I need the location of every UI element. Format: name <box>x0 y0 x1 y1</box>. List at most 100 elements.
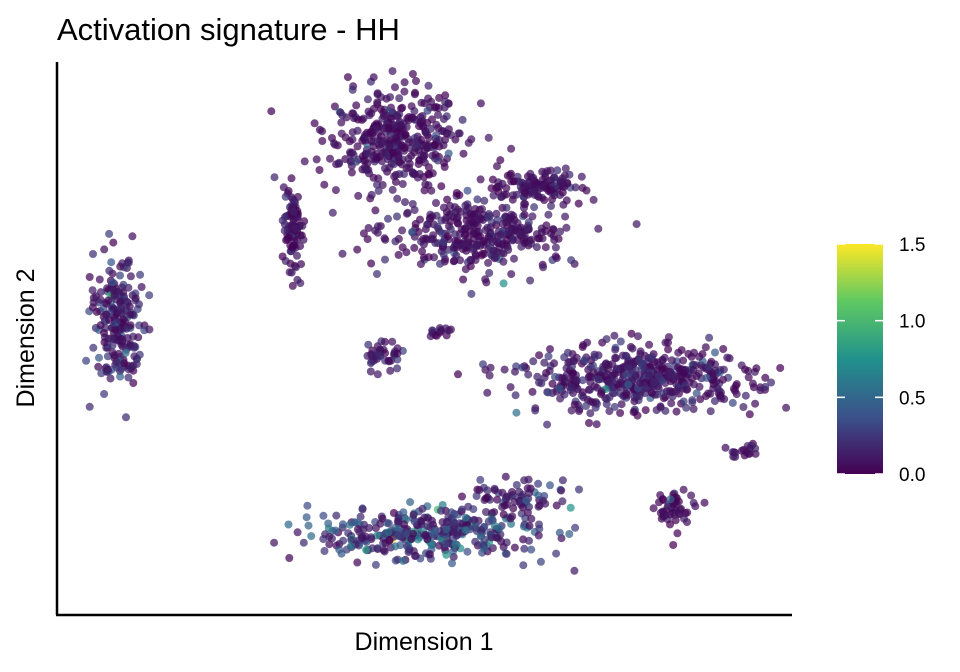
scatter-point <box>125 302 134 311</box>
scatter-point <box>395 94 404 103</box>
scatter-point <box>479 360 487 369</box>
scatter-point <box>719 365 728 374</box>
scatter-point <box>605 378 614 387</box>
scatter-point <box>578 376 587 385</box>
scatter-point <box>338 249 347 258</box>
scatter-point <box>416 260 425 269</box>
scatter-point <box>502 549 511 558</box>
scatter-point <box>408 200 417 208</box>
scatter-point <box>527 545 536 554</box>
scatter-point <box>702 373 711 382</box>
scatter-point <box>420 186 429 195</box>
scatter-point <box>116 271 124 280</box>
scatter-point <box>404 154 413 163</box>
scatter-point <box>721 443 730 452</box>
scatter-point <box>469 228 478 237</box>
scatter-point <box>558 188 567 197</box>
scatter-point <box>393 147 402 156</box>
scatter-point <box>661 338 670 347</box>
scatter-point <box>710 397 719 406</box>
scatter-point <box>507 169 515 178</box>
scatter-point <box>689 366 698 375</box>
scatter-point <box>426 332 435 341</box>
scatter-point <box>441 91 450 100</box>
scatter-point <box>442 550 451 559</box>
scatter-point <box>524 370 533 379</box>
scatter-point <box>293 251 301 260</box>
colorbar-gradient <box>837 244 883 474</box>
scatter-point <box>548 379 557 388</box>
scatter-point <box>291 224 299 233</box>
scatter-point <box>484 258 493 267</box>
scatter-point <box>285 554 294 562</box>
scatter-point <box>442 208 451 217</box>
scatter-point <box>566 503 575 512</box>
scatter-point <box>544 388 553 397</box>
scatter-point <box>690 348 698 357</box>
scatter-point <box>100 329 109 337</box>
scatter-point <box>523 484 532 493</box>
chart-title: Activation signature - HH <box>57 12 400 47</box>
scatter-point <box>679 369 688 378</box>
scatter-point <box>100 245 109 254</box>
scatter-point <box>438 127 446 135</box>
scatter-point <box>504 245 513 254</box>
scatter-point <box>388 67 397 76</box>
scatter-point <box>551 243 560 252</box>
scatter-point <box>508 512 517 521</box>
scatter-point <box>453 213 462 222</box>
scatter-point <box>532 243 541 252</box>
scatter-point <box>433 156 442 165</box>
scatter-point <box>706 407 715 416</box>
scatter-point <box>567 256 576 265</box>
scatter-point <box>446 225 455 234</box>
scatter-point <box>534 491 543 500</box>
scatter-point <box>480 196 489 205</box>
scatter-point <box>561 212 570 221</box>
scatter-point <box>525 536 533 545</box>
scatter-point <box>369 142 378 151</box>
scatter-point <box>610 370 619 379</box>
scatter-point <box>145 325 154 334</box>
scatter-point <box>412 140 421 149</box>
scatter-point <box>381 164 389 173</box>
scatter-point <box>689 405 698 413</box>
scatter-point <box>121 348 130 357</box>
scatter-point <box>608 360 617 369</box>
scatter-point <box>391 177 400 186</box>
scatter-point <box>408 70 417 78</box>
scatter-point <box>410 243 419 252</box>
scatter-point <box>287 193 296 202</box>
scatter-point <box>547 202 555 210</box>
scatter-point <box>542 221 551 230</box>
scatter-point <box>580 356 589 365</box>
scatter-point <box>656 508 665 517</box>
scatter-point <box>590 353 599 362</box>
scatter-point <box>624 380 633 389</box>
scatter-point <box>120 359 129 368</box>
scatter-point <box>510 254 518 263</box>
scatter-point <box>107 334 116 343</box>
scatter-point <box>506 383 515 392</box>
scatter-point <box>486 363 495 372</box>
scatter-point <box>366 359 375 368</box>
scatter-point <box>134 333 143 342</box>
scatter-point <box>487 509 496 518</box>
scatter-point <box>442 517 451 526</box>
scatter-point <box>476 214 485 223</box>
scatter-point <box>407 535 416 543</box>
scatter-point <box>435 541 444 550</box>
scatter-point <box>500 501 509 510</box>
scatter-point <box>488 175 497 184</box>
scatter-point <box>103 365 112 374</box>
scatter-point <box>688 396 697 405</box>
scatter-point <box>371 226 380 235</box>
scatter-point <box>130 352 139 361</box>
scatter-point <box>105 266 114 275</box>
scatter-point <box>371 560 380 569</box>
scatter-point <box>439 250 448 259</box>
scatter-point <box>585 419 593 427</box>
scatter-point <box>627 329 636 338</box>
scatter-point <box>536 557 545 566</box>
scatter-point <box>354 191 363 200</box>
